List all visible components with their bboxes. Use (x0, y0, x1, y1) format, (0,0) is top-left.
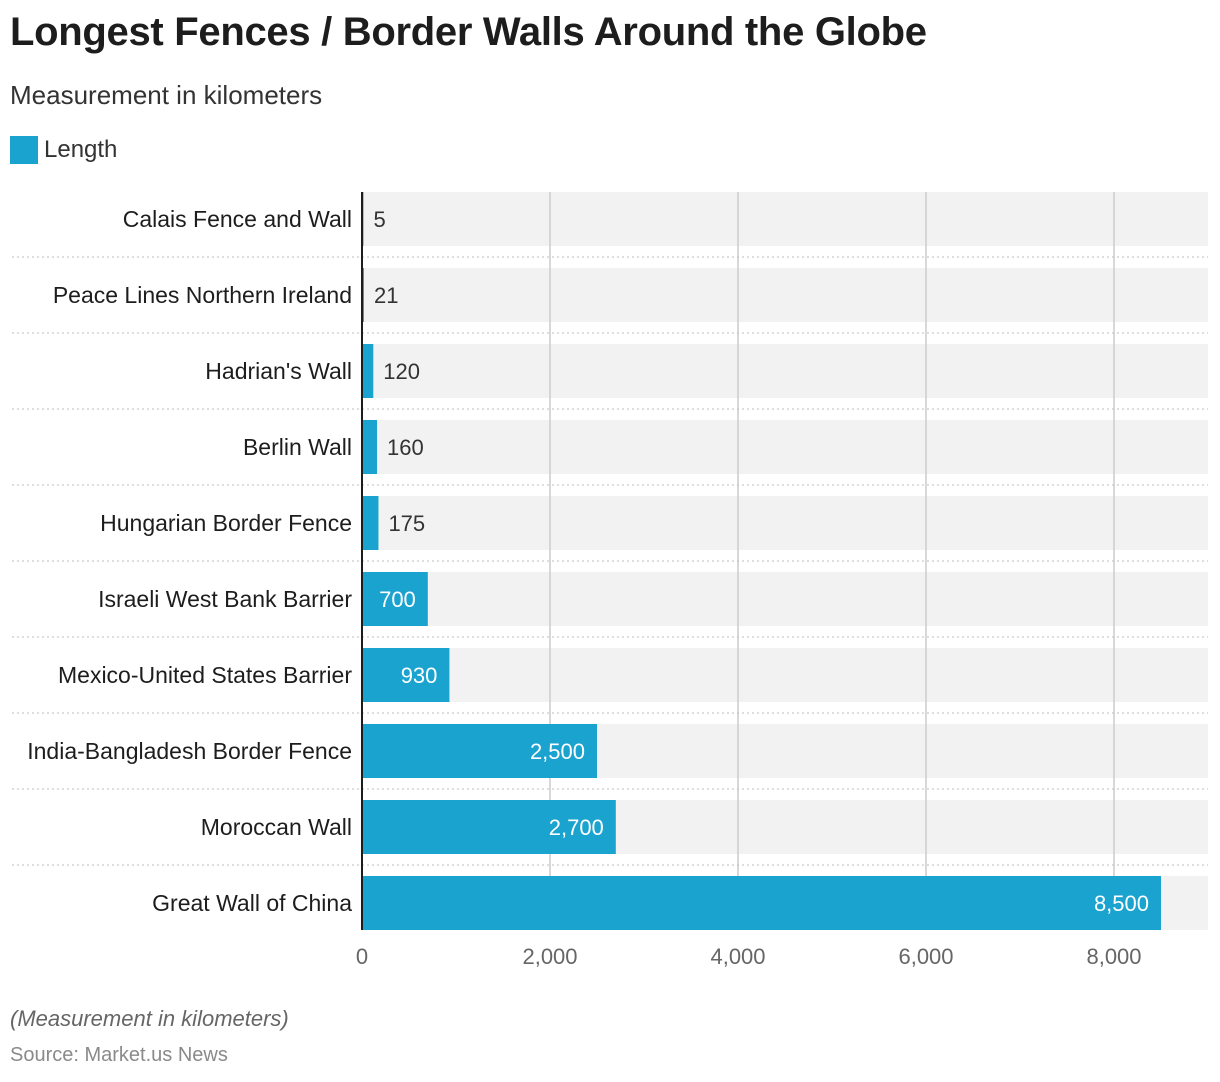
bar (362, 800, 616, 854)
row-background (362, 572, 1208, 626)
x-tick-label: 6,000 (898, 944, 953, 969)
category-label: Israeli West Bank Barrier (98, 586, 352, 612)
value-label: 175 (388, 511, 425, 536)
x-tick-label: 8,000 (1086, 944, 1141, 969)
category-label: India-Bangladesh Border Fence (27, 738, 352, 764)
bar (362, 648, 450, 702)
category-label: Hadrian's Wall (205, 358, 352, 384)
row-background (362, 496, 1208, 550)
legend-label: Length (44, 136, 118, 163)
category-label: Mexico-United States Barrier (58, 662, 352, 688)
value-label: 21 (374, 283, 398, 308)
value-label: 2,700 (549, 815, 604, 840)
bar (362, 724, 597, 778)
bar (362, 496, 379, 550)
row-background (362, 420, 1208, 474)
legend: Length (10, 136, 117, 164)
value-label: 930 (401, 663, 438, 688)
x-tick-label: 2,000 (522, 944, 577, 969)
row-background (362, 344, 1208, 398)
value-label: 120 (383, 359, 420, 384)
row-background (362, 268, 1208, 322)
category-label: Hungarian Border Fence (100, 510, 352, 536)
chart-title: Longest Fences / Border Walls Around the… (10, 10, 927, 54)
row-background (362, 192, 1208, 246)
legend-swatch (10, 136, 38, 164)
category-label: Great Wall of China (152, 890, 352, 916)
chart-subtitle: Measurement in kilometers (10, 80, 323, 110)
category-label: Berlin Wall (243, 434, 352, 460)
category-label: Peace Lines Northern Ireland (53, 282, 352, 308)
category-label: Calais Fence and Wall (123, 206, 352, 232)
x-tick-label: 4,000 (710, 944, 765, 969)
value-label: 5 (374, 207, 386, 232)
bar (362, 876, 1161, 930)
bar (362, 572, 428, 626)
category-label: Moroccan Wall (201, 814, 352, 840)
bar (362, 420, 378, 474)
value-label: 700 (379, 587, 416, 612)
bar-chart: Calais Fence and Wall 5 Peace Lines Northe… (12, 192, 1208, 969)
value-label: 8,500 (1094, 891, 1149, 916)
source-note: Source: Market.us News (10, 1044, 228, 1066)
row-background (362, 648, 1208, 702)
value-label: 160 (387, 435, 424, 460)
value-label: 2,500 (530, 739, 585, 764)
bar (362, 344, 374, 398)
x-tick-label: 0 (356, 944, 368, 969)
footnote: (Measurement in kilometers) (10, 1006, 289, 1031)
